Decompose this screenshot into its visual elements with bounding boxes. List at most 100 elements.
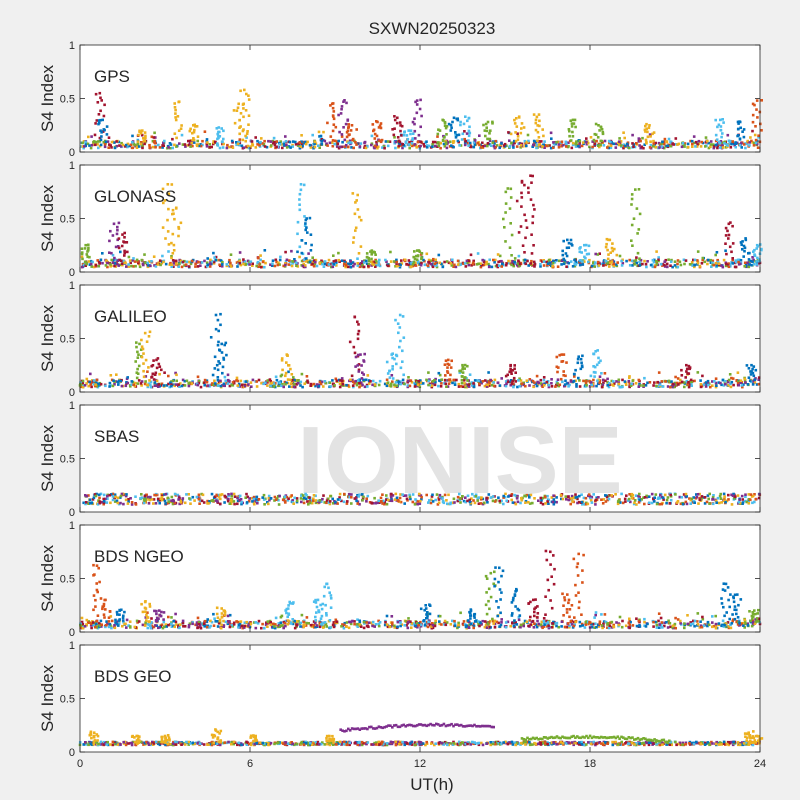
spike-point [449, 129, 453, 132]
data-point [628, 376, 631, 379]
spike-point [305, 257, 308, 260]
data-point [262, 142, 266, 146]
data-point [208, 500, 211, 503]
spike-peak [738, 120, 742, 124]
data-point [130, 383, 133, 386]
data-point [290, 385, 294, 389]
data-point [434, 619, 437, 623]
data-point [162, 620, 166, 624]
data-point [426, 264, 430, 268]
spike-point [356, 262, 359, 265]
spike-point [148, 330, 152, 334]
data-point [652, 384, 655, 387]
spike-point [342, 126, 345, 129]
spike-peak [175, 206, 178, 210]
data-point [369, 621, 373, 625]
spike-point [573, 118, 577, 122]
spike-point [145, 383, 149, 387]
data-point [249, 145, 252, 148]
data-point [480, 496, 483, 499]
data-point [666, 265, 669, 269]
data-point [452, 497, 456, 501]
data-point [463, 143, 467, 147]
spike-point [447, 382, 451, 385]
data-point [532, 260, 536, 264]
data-point [284, 250, 287, 254]
data-point [678, 495, 682, 499]
data-point [581, 503, 584, 506]
data-point [387, 498, 390, 502]
data-point [510, 494, 513, 497]
data-point [117, 383, 120, 386]
spike-point [579, 357, 583, 361]
data-point [315, 383, 319, 386]
data-point [352, 146, 355, 150]
data-point [219, 379, 222, 383]
spike-peak [648, 124, 651, 127]
data-point [756, 258, 760, 262]
data-point [389, 260, 393, 263]
data-point [251, 378, 255, 382]
spike-peak [98, 91, 102, 95]
data-point [383, 146, 386, 150]
data-point [183, 384, 187, 387]
data-point [289, 146, 292, 149]
data-point [739, 381, 742, 384]
data-point [457, 385, 461, 388]
spike-point [419, 98, 422, 102]
data-point [140, 493, 143, 496]
data-point [633, 260, 636, 263]
data-point [425, 493, 428, 497]
data-point [737, 260, 740, 264]
data-point [152, 140, 156, 144]
data-point [489, 378, 492, 382]
spike-point [299, 188, 303, 192]
spike-point [592, 138, 596, 142]
data-point [458, 492, 461, 496]
spike-point [533, 208, 536, 211]
spike-point [415, 258, 419, 261]
data-point [504, 492, 507, 496]
data-point [373, 496, 376, 500]
spike-point [177, 225, 180, 229]
data-point [602, 264, 605, 267]
data-point [162, 384, 166, 387]
data-point [356, 502, 359, 505]
spike-point [147, 366, 150, 369]
data-point [184, 263, 188, 266]
data-point [187, 260, 190, 264]
spike-point [680, 374, 684, 377]
spike-point [739, 259, 743, 262]
data-point [598, 252, 601, 255]
spike-point [515, 117, 518, 120]
spike-point [135, 341, 138, 344]
data-point [517, 260, 521, 264]
data-point [377, 383, 381, 387]
data-point [191, 495, 195, 499]
data-point [739, 379, 743, 382]
data-point [566, 625, 569, 629]
data-point [158, 259, 162, 262]
spike-point [289, 382, 293, 385]
spike-point [345, 135, 349, 139]
spike-point [304, 228, 307, 232]
spike-point [179, 127, 183, 130]
data-point [593, 265, 596, 268]
data-point [349, 378, 352, 382]
data-point [640, 498, 643, 501]
data-point [437, 141, 440, 144]
data-point [338, 260, 341, 263]
spike-peak [285, 353, 289, 356]
data-point [564, 495, 568, 498]
spike-point [613, 247, 616, 251]
data-point [101, 252, 104, 255]
data-point [124, 498, 128, 502]
data-point [724, 380, 727, 383]
data-point [262, 493, 266, 497]
data-point [683, 143, 686, 147]
spike-point [523, 213, 526, 217]
data-point [268, 498, 271, 502]
data-point [637, 385, 641, 388]
data-point [252, 495, 256, 499]
spike-point [123, 254, 126, 257]
